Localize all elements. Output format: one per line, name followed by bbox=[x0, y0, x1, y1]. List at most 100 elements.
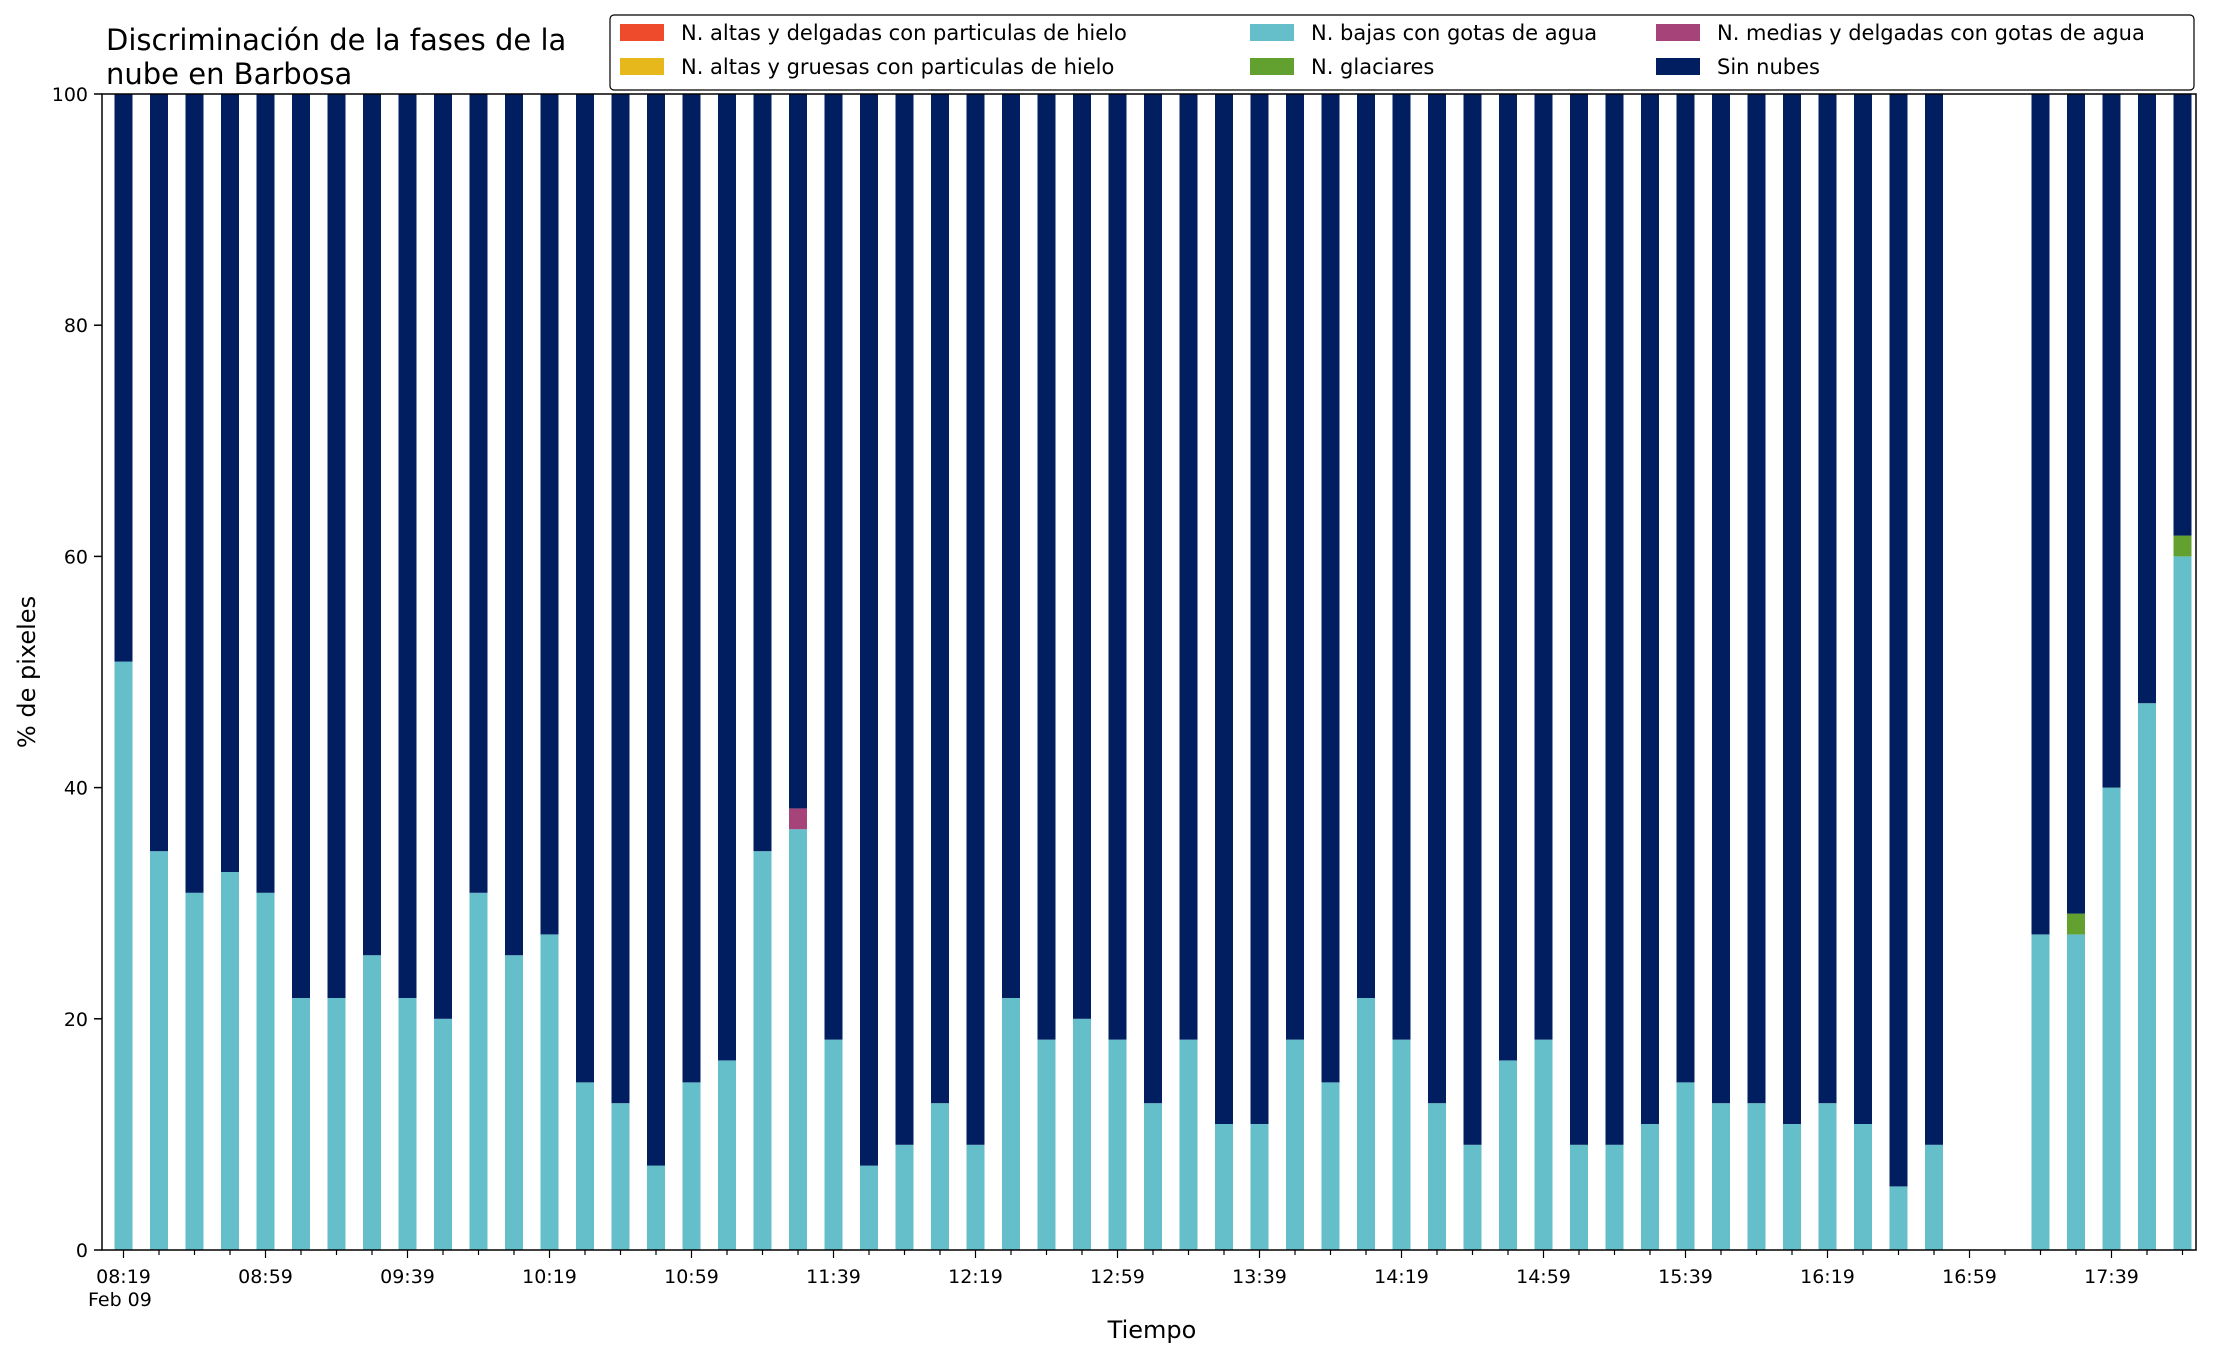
bar-segment-s5-i50 bbox=[1889, 94, 1908, 1187]
x-axis-date-label: Feb 09 bbox=[88, 1289, 152, 1311]
bar-segment-s5-i28 bbox=[1108, 94, 1127, 1040]
y-tick-label: 60 bbox=[64, 546, 88, 568]
bar-segment-s2-i36 bbox=[1392, 1039, 1411, 1250]
bar-segment-s5-i19 bbox=[789, 94, 807, 809]
legend-label-1: N. altas y gruesas con particulas de hie… bbox=[681, 55, 1114, 79]
bar-segment-s2-i24 bbox=[966, 1144, 985, 1250]
bar-segment-s5-i12 bbox=[540, 94, 559, 935]
bar-segment-s5-i17 bbox=[718, 94, 736, 1061]
bar-segment-s5-i15 bbox=[647, 94, 665, 1166]
x-tick-label: 12:19 bbox=[948, 1266, 1003, 1288]
x-tick-label: 15:39 bbox=[1658, 1266, 1713, 1288]
x-tick-label: 14:19 bbox=[1374, 1266, 1429, 1288]
bar-segment-s2-i35 bbox=[1357, 997, 1375, 1250]
bar-segment-s5-i26 bbox=[1037, 94, 1056, 1040]
bar-segment-s5-i51 bbox=[1925, 94, 1943, 1145]
bar-segment-s2-i34 bbox=[1321, 1082, 1340, 1250]
bar-segment-s2-i27 bbox=[1073, 1018, 1091, 1250]
bar-segment-s2-i31 bbox=[1215, 1124, 1233, 1250]
bar-segment-s5-i55 bbox=[2067, 94, 2085, 914]
legend: N. altas y delgadas con particulas de hi… bbox=[609, 14, 2195, 91]
chart-title-line-1: Discriminación de la fases de la bbox=[106, 23, 566, 57]
bar-segment-s5-i20 bbox=[824, 94, 843, 1040]
bar-segment-s5-i33 bbox=[1286, 94, 1304, 1040]
bar-segment-s5-i46 bbox=[1747, 94, 1766, 1104]
bar-segment-s2-i22 bbox=[895, 1144, 914, 1250]
x-tick-label: 08:59 bbox=[238, 1266, 293, 1288]
bar-segment-s2-i5 bbox=[292, 997, 310, 1250]
bar-segment-s5-i0 bbox=[114, 94, 133, 662]
bar-segment-s2-i51 bbox=[1925, 1144, 1943, 1250]
bar-segment-s2-i4 bbox=[256, 892, 275, 1250]
bar-segment-s5-i39 bbox=[1499, 94, 1517, 1061]
bar-segment-s2-i21 bbox=[860, 1165, 878, 1250]
x-tick-label: 12:59 bbox=[1090, 1266, 1145, 1288]
bar-segment-s2-i49 bbox=[1854, 1124, 1872, 1250]
bar-segment-s5-i37 bbox=[1428, 94, 1446, 1104]
bar-segment-s2-i50 bbox=[1889, 1186, 1908, 1250]
bar-segment-s2-i25 bbox=[1002, 997, 1020, 1250]
bar-segment-s5-i24 bbox=[966, 94, 985, 1145]
legend-label-5: Sin nubes bbox=[1717, 55, 1820, 79]
bar-segment-s5-i27 bbox=[1073, 94, 1091, 1019]
bar-segment-s2-i55 bbox=[2067, 934, 2085, 1250]
bar-segment-s2-i18 bbox=[753, 851, 772, 1250]
x-axis-title: Tiempo bbox=[1107, 1316, 1197, 1344]
bar-segment-s5-i22 bbox=[895, 94, 914, 1145]
plot-frame bbox=[101, 93, 2197, 1251]
bar-segment-s5-i36 bbox=[1392, 94, 1411, 1040]
bar-segment-s2-i54 bbox=[2031, 934, 2050, 1250]
bar-segment-s2-i41 bbox=[1570, 1144, 1588, 1250]
bar-segment-s2-i19 bbox=[789, 829, 807, 1250]
bar-segment-s2-i12 bbox=[540, 934, 559, 1250]
bar-segment-s5-i14 bbox=[611, 94, 630, 1104]
bar-segment-s5-i9 bbox=[434, 94, 452, 1019]
bar-segment-s5-i18 bbox=[753, 94, 772, 852]
bar-segment-s2-i45 bbox=[1712, 1103, 1730, 1250]
bar-segment-s2-i30 bbox=[1179, 1039, 1198, 1250]
bar-segment-s5-i54 bbox=[2031, 94, 2050, 935]
bar-segment-s2-i6 bbox=[327, 997, 346, 1250]
bar-segment-s5-i5 bbox=[292, 94, 310, 998]
bars-layer bbox=[114, 94, 2192, 1250]
bar-segment-s5-i42 bbox=[1605, 94, 1624, 1145]
bar-segment-s5-i38 bbox=[1463, 94, 1482, 1145]
bar-segment-s2-i26 bbox=[1037, 1039, 1056, 1250]
legend-label-0: N. altas y delgadas con particulas de hi… bbox=[681, 21, 1127, 45]
bar-segment-s5-i11 bbox=[505, 94, 523, 956]
bar-segment-s2-i20 bbox=[824, 1039, 843, 1250]
legend-swatch-0 bbox=[620, 24, 664, 41]
bar-segment-s2-i23 bbox=[931, 1103, 949, 1250]
bar-segment-s2-i28 bbox=[1108, 1039, 1127, 1250]
bar-segment-s5-i2 bbox=[185, 94, 204, 893]
bar-segment-s5-i8 bbox=[398, 94, 417, 998]
bar-segment-s5-i16 bbox=[682, 94, 701, 1083]
bar-segment-s5-i25 bbox=[1002, 94, 1020, 998]
x-tick-label: 14:59 bbox=[1516, 1266, 1571, 1288]
y-axis-title: % de pixeles bbox=[13, 596, 41, 748]
bar-segment-s2-i33 bbox=[1286, 1039, 1304, 1250]
bar-segment-s2-i42 bbox=[1605, 1144, 1624, 1250]
x-tick-label: 16:59 bbox=[1942, 1266, 1997, 1288]
bar-segment-s5-i23 bbox=[931, 94, 949, 1104]
bar-segment-s2-i11 bbox=[505, 955, 523, 1250]
x-tick-label: 11:39 bbox=[806, 1266, 861, 1288]
bar-segment-s5-i31 bbox=[1215, 94, 1233, 1124]
bar-segment-s2-i7 bbox=[363, 955, 381, 1250]
bar-segment-s2-i0 bbox=[114, 661, 133, 1250]
bar-segment-s5-i10 bbox=[469, 94, 488, 893]
bar-segment-s5-i58 bbox=[2173, 94, 2192, 536]
bar-segment-s5-i3 bbox=[221, 94, 239, 872]
bar-segment-s2-i16 bbox=[682, 1082, 701, 1250]
x-tick-label: 16:19 bbox=[1800, 1266, 1855, 1288]
bar-segment-s2-i29 bbox=[1144, 1103, 1162, 1250]
legend-label-2: N. bajas con gotas de agua bbox=[1311, 21, 1597, 45]
bar-segment-s2-i47 bbox=[1783, 1124, 1801, 1250]
bar-segment-s2-i39 bbox=[1499, 1060, 1517, 1250]
bar-segment-s2-i8 bbox=[398, 997, 417, 1250]
bar-segment-s5-i30 bbox=[1179, 94, 1198, 1040]
bar-segment-s2-i40 bbox=[1534, 1039, 1553, 1250]
x-tick-label: 17:39 bbox=[2084, 1266, 2139, 1288]
y-tick-label: 100 bbox=[52, 84, 88, 106]
y-tick-label: 20 bbox=[64, 1009, 88, 1031]
